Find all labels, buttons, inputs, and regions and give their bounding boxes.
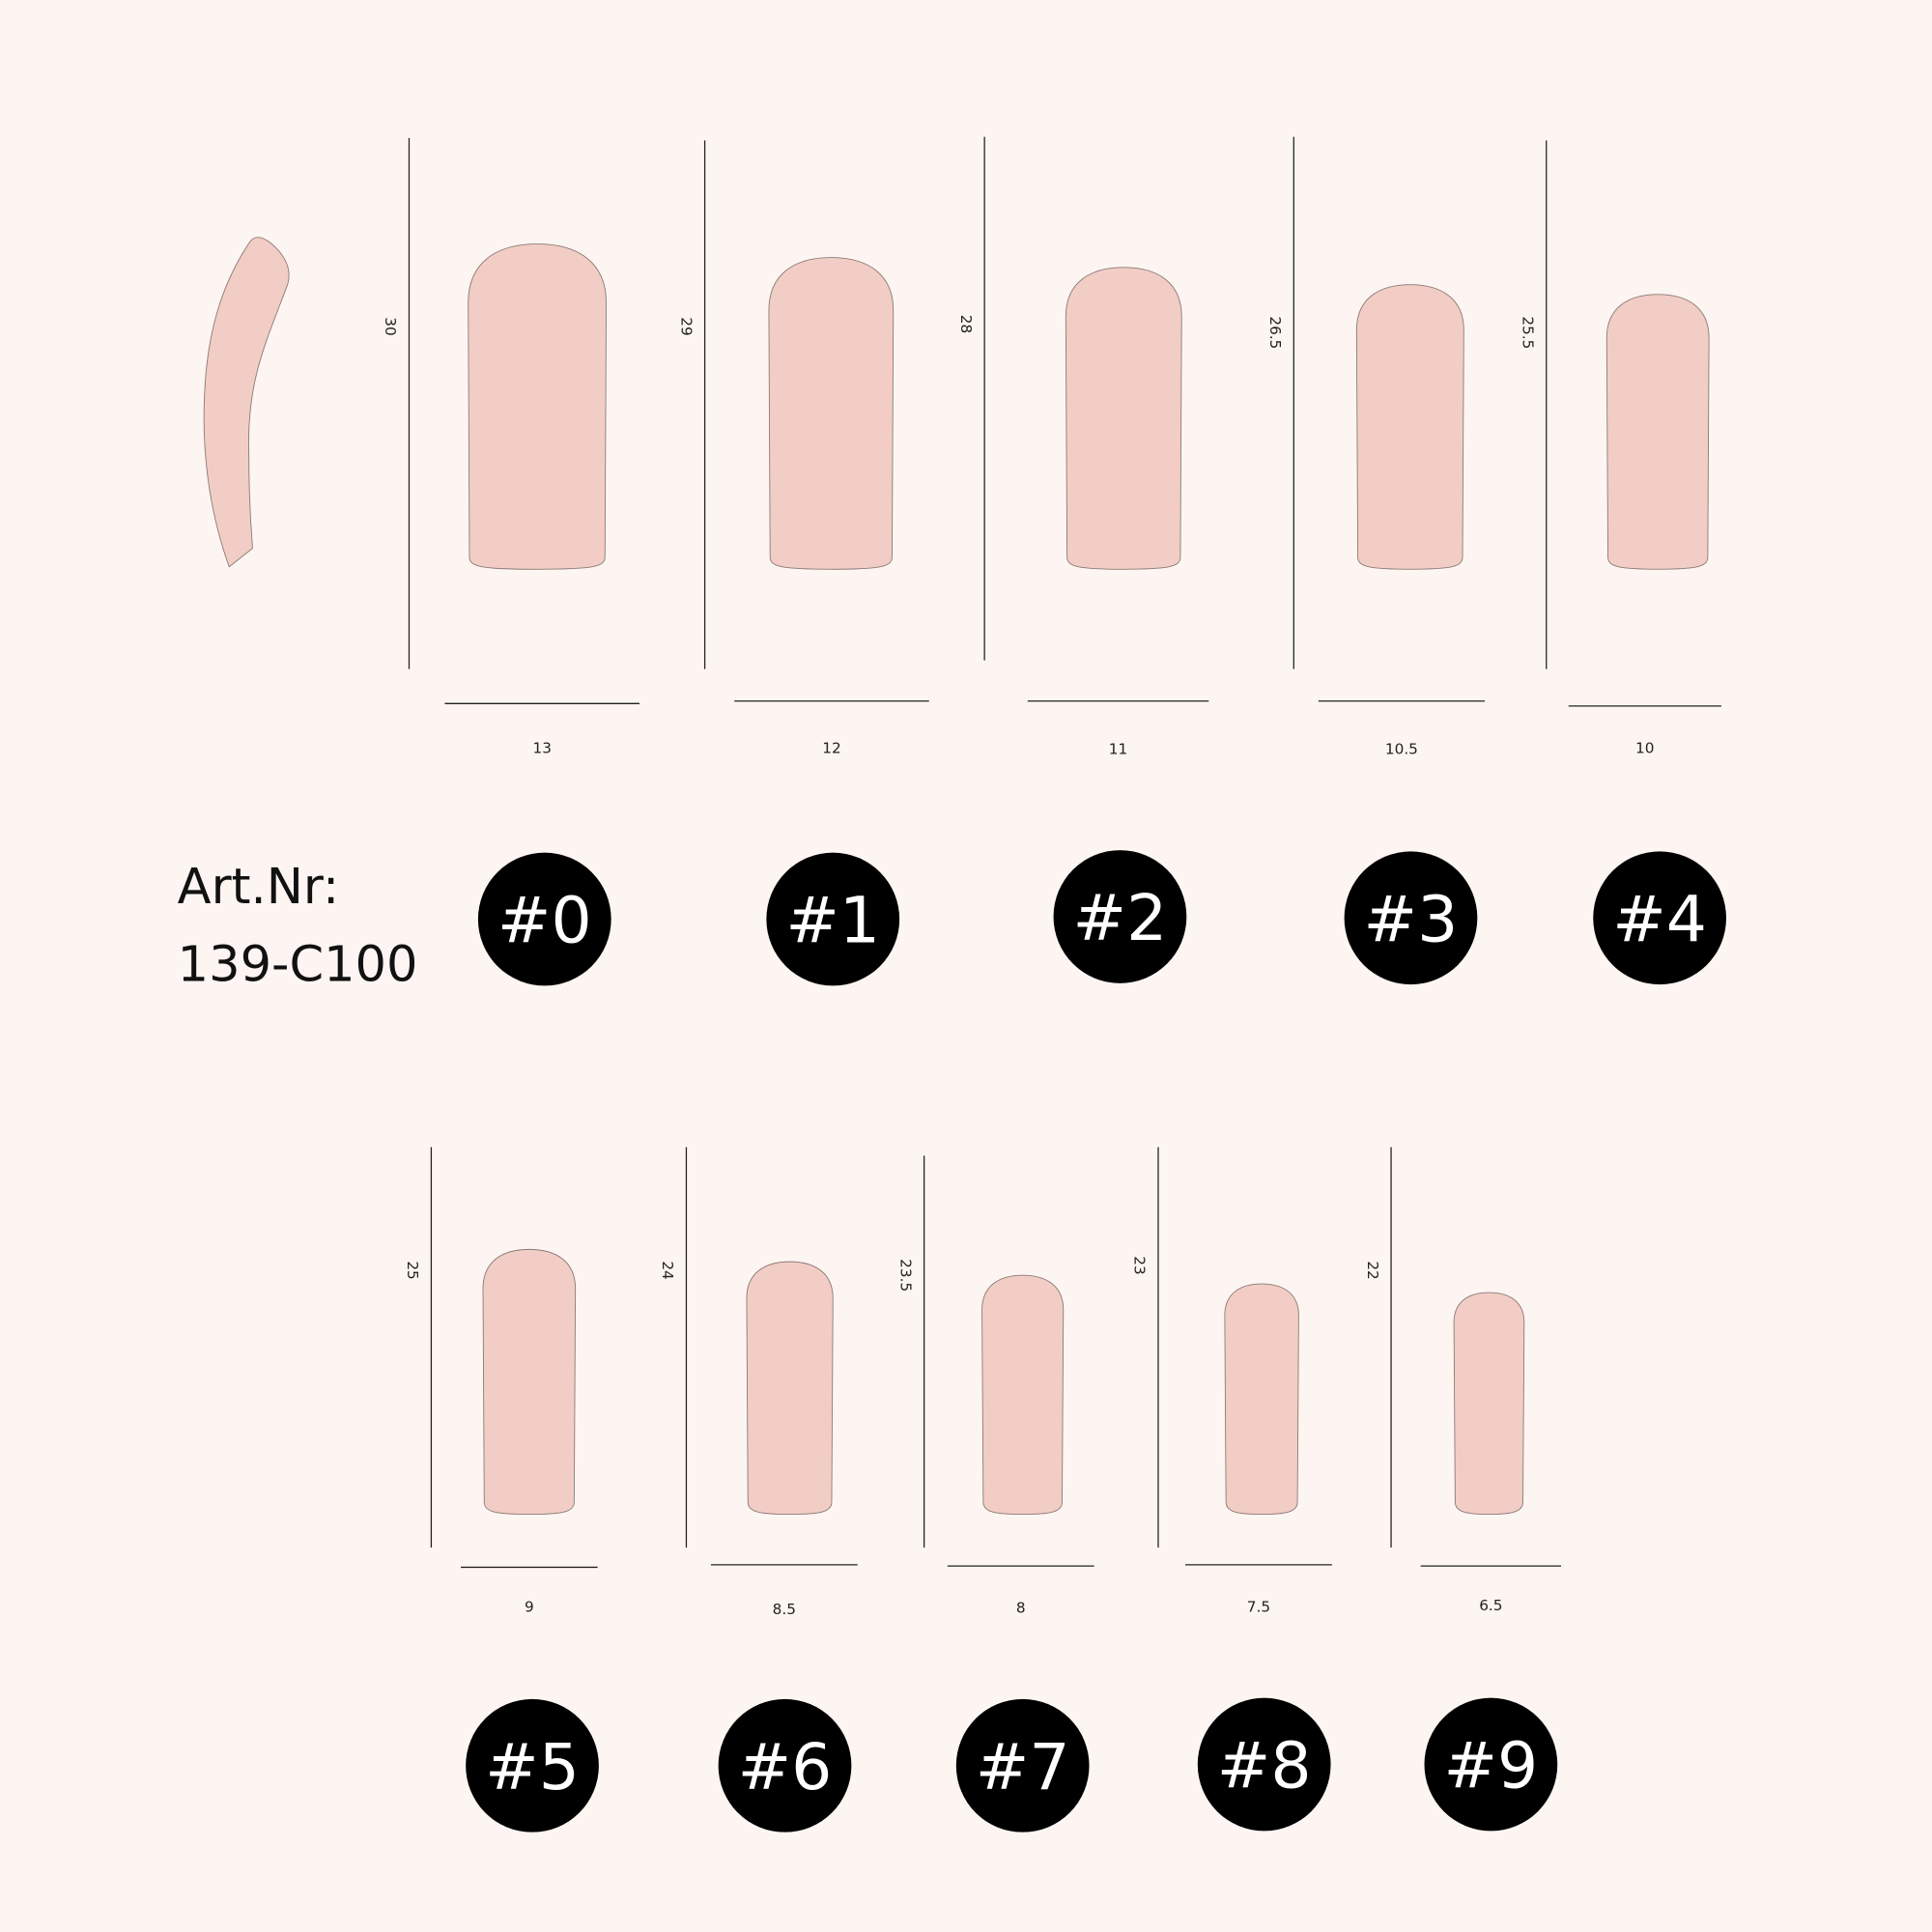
length-label: 25.5 xyxy=(1520,316,1537,349)
nail-size-2: 28 11 #2 xyxy=(957,136,1209,983)
size-number: #0 xyxy=(497,883,592,958)
size-badge xyxy=(477,852,611,986)
size-number: #5 xyxy=(485,1729,580,1804)
article-label: Art.Nr: xyxy=(178,859,340,916)
nail-size-3: 26.5 10.5 #3 xyxy=(1266,136,1485,985)
length-label: 30 xyxy=(382,317,399,335)
width-label: 12 xyxy=(822,739,840,756)
width-label: 10.5 xyxy=(1385,741,1418,758)
nail-size-0: 30 13 #0 xyxy=(382,137,639,986)
nail-tip-shape xyxy=(482,1248,577,1516)
size-number: #1 xyxy=(785,883,880,958)
length-label: 23 xyxy=(1131,1256,1149,1274)
length-label: 23.5 xyxy=(896,1259,914,1292)
size-badge xyxy=(1344,851,1478,985)
length-label: 25 xyxy=(404,1261,421,1279)
nail-tip-shape xyxy=(468,243,607,570)
size-badge xyxy=(766,852,900,986)
size-badge xyxy=(1053,850,1187,983)
size-badge xyxy=(466,1698,599,1833)
width-label: 7.5 xyxy=(1247,1598,1270,1615)
length-label: 24 xyxy=(659,1261,676,1279)
width-label: 10 xyxy=(1635,739,1654,756)
nail-tip-shape xyxy=(1453,1292,1525,1516)
size-badge xyxy=(1197,1697,1331,1832)
size-badge xyxy=(1593,851,1726,985)
nail-tip-shape xyxy=(768,257,895,570)
length-label: 28 xyxy=(957,315,975,333)
length-label: 26.5 xyxy=(1266,316,1284,349)
nail-tip-shape xyxy=(1605,294,1710,570)
nail-tip-shape xyxy=(1224,1283,1299,1516)
nail-tip-shape xyxy=(981,1274,1065,1516)
nail-size-7: 23.5 8 #7 xyxy=(896,1155,1094,1833)
size-number: #3 xyxy=(1364,881,1459,956)
width-label: 8 xyxy=(1016,1600,1026,1617)
nail-tip-shape xyxy=(1355,284,1464,570)
nail-tip-shape xyxy=(1065,267,1182,570)
nail-size-5: 25 9 #5 xyxy=(404,1147,599,1833)
size-number: #9 xyxy=(1443,1728,1538,1804)
width-label: 9 xyxy=(525,1598,534,1615)
nail-tip-shape xyxy=(746,1261,834,1516)
size-number: #7 xyxy=(976,1729,1070,1804)
size-badge xyxy=(955,1698,1090,1833)
length-label: 29 xyxy=(677,317,695,335)
width-label: 6.5 xyxy=(1479,1597,1502,1614)
nail-side-profile xyxy=(203,237,290,568)
length-label: 22 xyxy=(1364,1261,1381,1279)
nail-size-8: 23 7.5 #8 xyxy=(1131,1147,1332,1832)
nail-size-1: 29 12 #1 xyxy=(677,140,929,986)
width-label: 8.5 xyxy=(773,1601,796,1618)
nail-size-6: 24 8.5 #6 xyxy=(659,1147,858,1833)
size-number: #2 xyxy=(1073,880,1168,955)
article-number: 139-C100 xyxy=(178,936,418,993)
size-badge xyxy=(1424,1697,1558,1832)
size-number: #8 xyxy=(1217,1728,1312,1804)
size-badge xyxy=(718,1698,852,1833)
size-number: #6 xyxy=(738,1729,833,1804)
nail-size-4: 25.5 10 #4 xyxy=(1520,140,1726,985)
width-label: 13 xyxy=(532,739,551,756)
size-number: #4 xyxy=(1612,881,1707,956)
nail-size-9: 22 6.5 #9 xyxy=(1364,1147,1562,1832)
width-label: 11 xyxy=(1109,741,1127,758)
